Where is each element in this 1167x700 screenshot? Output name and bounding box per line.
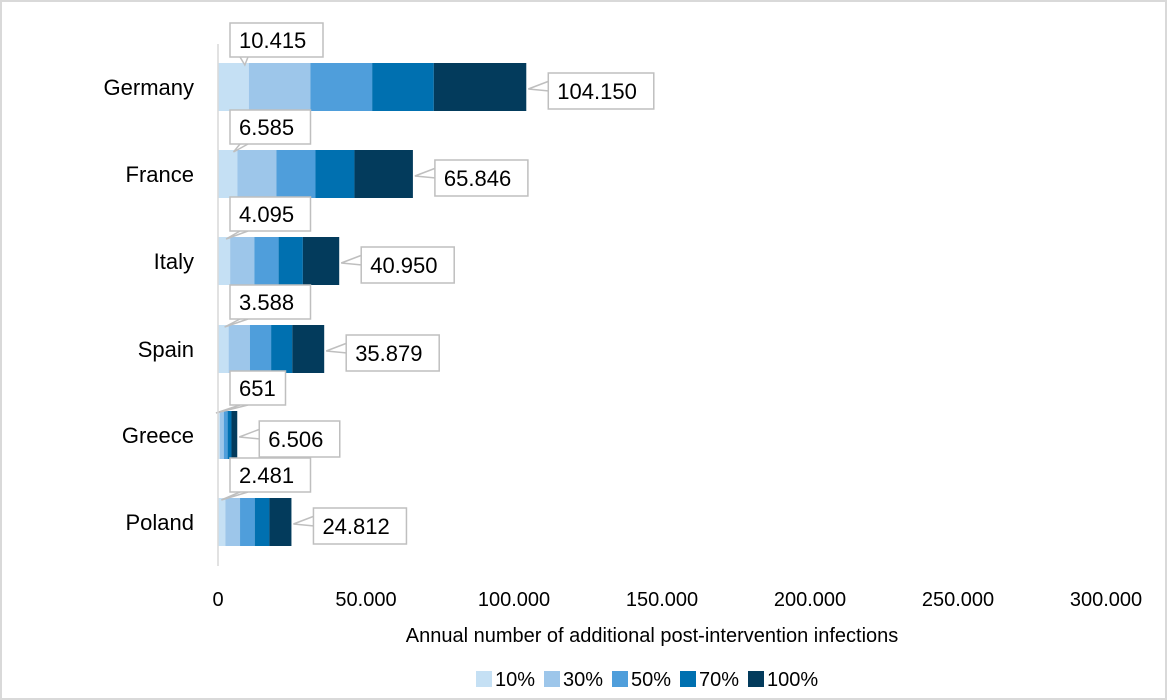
bar-segment-italy-4 [278, 237, 303, 285]
legend-swatch [476, 671, 492, 687]
data-label-last: 104.150 [557, 79, 637, 104]
data-label-leader [224, 318, 249, 328]
legend-label: 100% [767, 669, 818, 691]
bar-segment-poland-1 [218, 498, 226, 546]
category-label: Spain [138, 337, 194, 362]
data-label-box [229, 109, 312, 145]
bar-segment-poland-3 [240, 498, 255, 546]
x-axis-title: Annual number of additional post-interve… [406, 625, 899, 647]
legend-label: 50% [631, 669, 671, 691]
category-label: Greece [122, 423, 194, 448]
data-label-pointer [340, 254, 363, 266]
data-label-pointer [528, 80, 550, 92]
x-tick-label: 250.000 [922, 589, 994, 611]
data-label-pointer [414, 167, 437, 179]
category-label: Poland [125, 510, 194, 535]
data-label-leader [225, 230, 249, 240]
data-label-last: 40.950 [370, 253, 437, 278]
x-tick-label: 50.000 [335, 589, 396, 611]
bar-segment-italy-2 [230, 237, 255, 285]
bar-segment-poland-2 [225, 498, 241, 546]
data-label-box [360, 246, 455, 284]
bar-segment-germany-1 [218, 63, 249, 111]
data-label-first: 3.588 [239, 290, 294, 315]
bar-segment-germany-5 [433, 63, 527, 111]
bar-segment-france-1 [218, 150, 238, 198]
data-label-last: 35.879 [355, 341, 422, 366]
bar-segment-italy-3 [254, 237, 279, 285]
data-label-pointer [238, 428, 261, 440]
bar-segment-greece-1 [218, 411, 220, 459]
data-label-leader [215, 404, 249, 414]
data-label-box [229, 457, 312, 493]
bar-segment-germany-3 [310, 63, 373, 111]
data-label-box [229, 22, 324, 58]
bar-segment-greece-4 [227, 411, 232, 459]
data-label-leader [232, 143, 249, 153]
legend-label: 70% [699, 669, 739, 691]
bar-segment-italy-5 [302, 237, 340, 285]
bar-segment-germany-2 [248, 63, 311, 111]
bar-segment-greece-3 [223, 411, 228, 459]
data-label-last: 65.846 [444, 166, 511, 191]
category-labels-group: Germany France Italy Spain Greece Poland [104, 75, 194, 535]
bar-segment-germany-4 [372, 63, 434, 111]
bar-segment-france-4 [315, 150, 355, 198]
data-label-first: 10.415 [239, 28, 306, 53]
data-label-last: 6.506 [268, 427, 323, 452]
data-label-box [229, 196, 312, 232]
bar-segment-spain-1 [218, 325, 229, 373]
x-tick-label: 300.000 [1070, 589, 1142, 611]
data-label-box [258, 420, 341, 458]
data-label-first: 4.095 [239, 202, 294, 227]
data-label-box [547, 72, 655, 110]
bar-segment-greece-5 [231, 411, 238, 459]
bar-segment-spain-4 [271, 325, 293, 373]
data-label-first: 6.585 [239, 115, 294, 140]
bar-segment-spain-2 [228, 325, 250, 373]
x-tick-label: 200.000 [774, 589, 846, 611]
data-label-box [229, 284, 312, 320]
bar-segment-poland-4 [254, 498, 270, 546]
bar-segment-greece-2 [219, 411, 224, 459]
x-ticks-group: 0 50.000 100.000 150.000 200.000 250.000 300.0… [212, 44, 1142, 611]
data-label-pointer [325, 342, 348, 354]
legend-label: 10% [495, 669, 535, 691]
data-label-leader [221, 491, 249, 501]
legend-swatch [544, 671, 560, 687]
data-label-pointer [293, 515, 315, 527]
x-tick-label: 100.000 [478, 589, 550, 611]
bar-segment-spain-3 [249, 325, 272, 373]
category-label: Germany [104, 75, 194, 100]
legend-label: 30% [563, 669, 603, 691]
bars-group [218, 63, 527, 546]
bar-segment-poland-5 [269, 498, 292, 546]
data-label-leader [239, 56, 249, 67]
x-tick-label: 0 [212, 589, 223, 611]
legend-swatch [612, 671, 628, 687]
data-label-box [229, 370, 287, 406]
x-tick-label: 150.000 [626, 589, 698, 611]
bar-segment-italy-1 [218, 237, 231, 285]
category-label: Italy [154, 249, 194, 274]
bar-segment-france-5 [354, 150, 413, 198]
data-label-box [345, 334, 440, 372]
legend: 10% 30% 50% 70% 100% [476, 669, 818, 691]
bar-segment-france-2 [237, 150, 277, 198]
data-label-last: 24.812 [322, 514, 389, 539]
category-label: France [126, 162, 194, 187]
bar-segment-france-3 [276, 150, 316, 198]
data-label-first: 2.481 [239, 463, 294, 488]
legend-swatch [680, 671, 696, 687]
bar-segment-spain-5 [292, 325, 325, 373]
data-label-box [312, 507, 408, 545]
legend-swatch [748, 671, 764, 687]
data-label-box [434, 159, 529, 197]
data-labels-group: 10.415 104.150 6.585 65.846 4.095 40.950 3.588… [215, 22, 655, 545]
data-label-first: 651 [239, 376, 276, 401]
